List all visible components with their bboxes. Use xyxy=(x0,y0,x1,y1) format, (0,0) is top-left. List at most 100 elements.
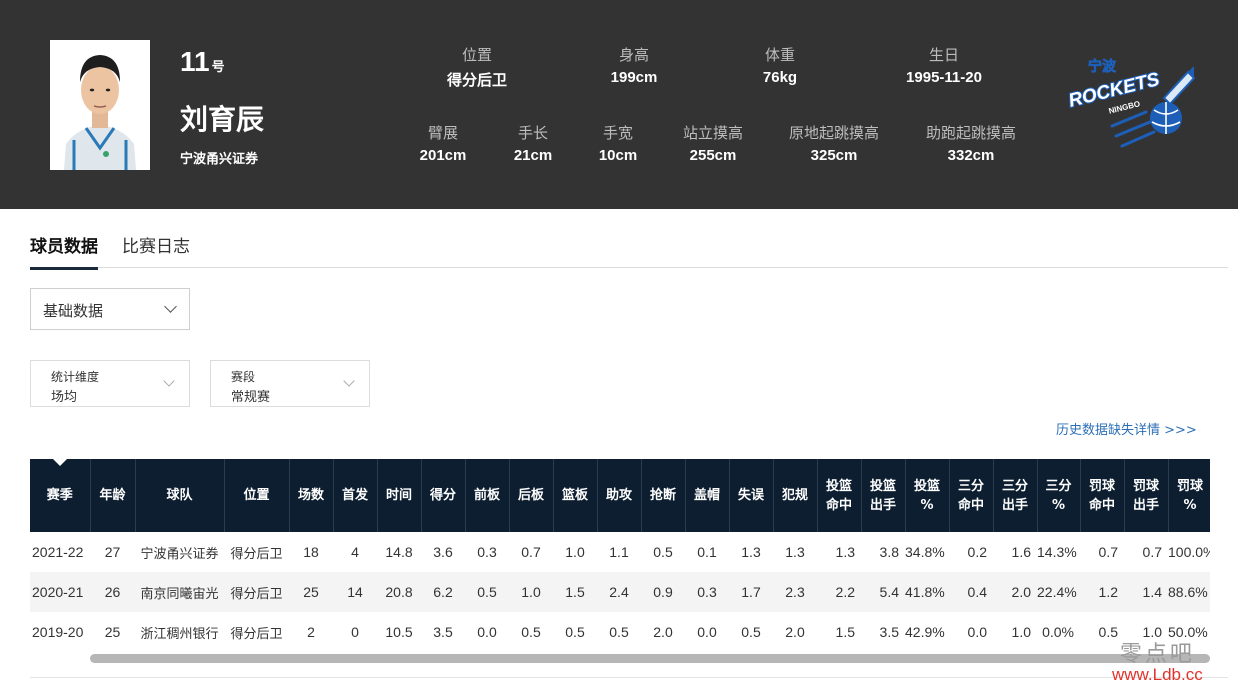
column-header[interactable]: 球队 xyxy=(135,459,225,532)
tab-player-stats[interactable]: 球员数据 xyxy=(30,232,98,270)
table-cell: 41.8% xyxy=(905,572,949,612)
table-cell: 0.5 xyxy=(553,612,597,652)
column-header[interactable]: 罚球 命中 xyxy=(1080,459,1125,532)
data-type-select[interactable]: 基础数据 xyxy=(30,288,190,330)
tab-game-log[interactable]: 比赛日志 xyxy=(122,237,190,257)
column-header[interactable]: 位置 xyxy=(224,459,290,532)
column-header-text: 盖帽 xyxy=(693,488,720,503)
column-header[interactable]: 时间 xyxy=(377,459,422,532)
stat-birthday: 生日 1995-11-20 xyxy=(906,44,982,86)
table-cell: 1.0 xyxy=(553,532,597,572)
column-header[interactable]: 罚球% xyxy=(1168,459,1210,532)
column-header-text: 年龄 xyxy=(99,488,126,503)
table-cell: 0.0 xyxy=(685,612,729,652)
table-cell: 14 xyxy=(333,572,377,612)
select-caption: 统计维度 xyxy=(51,370,100,384)
table-cell: 0.9 xyxy=(641,572,685,612)
table-cell: 3.5 xyxy=(421,612,465,652)
table-cell: 1.7 xyxy=(729,572,773,612)
table-cell: 2.0 xyxy=(993,572,1037,612)
table-row: 2021-22 27 宁波甬兴证券 得分后卫 18 4 14.8 3.6 0.3 0.7 1.0 1.… xyxy=(30,532,1210,572)
table-cell: 2 xyxy=(289,612,333,652)
column-header[interactable]: 场数 xyxy=(289,459,334,532)
jersey-number-value: 11 xyxy=(180,46,210,77)
column-header-text: 投篮 xyxy=(913,478,940,494)
player-photo xyxy=(50,40,150,170)
table-cell: 3.8 xyxy=(861,532,905,572)
table-cell: 2.3 xyxy=(773,572,817,612)
tab-bar: 球员数据 比赛日志 xyxy=(30,224,1228,270)
table-cell: 1.1 xyxy=(597,532,641,572)
history-data-link[interactable]: 历史数据缺失详情 >>> xyxy=(1056,423,1197,438)
table-cell: 0.0 xyxy=(465,612,509,652)
column-header-text: 得分 xyxy=(429,488,456,503)
stat-dimension-select[interactable]: 统计维度 场均 xyxy=(30,360,190,407)
stat-label: 原地起跳摸高 xyxy=(788,124,880,142)
stats-table-container: 赛季 年龄 球队 位置 场数 首发 时间 得分 前板 后板 篮板 助攻 抢断 盖帽 失误 犯规 投篮 命中 投篮 出手… xyxy=(30,459,1210,659)
table-header-row: 赛季 年龄 球队 位置 场数 首发 时间 得分 前板 后板 篮板 助攻 抢断 盖帽 失误 犯规 投篮 命中 投篮 出手… xyxy=(30,459,1210,532)
column-header-text: 命中 xyxy=(825,497,852,513)
column-header-text: 时间 xyxy=(385,488,412,503)
table-cell: 25 xyxy=(289,572,333,612)
table-cell: 1.0 xyxy=(993,612,1037,652)
chevron-down-icon xyxy=(163,375,175,387)
stat-value: 255cm xyxy=(689,147,737,164)
column-header[interactable]: 年龄 xyxy=(90,459,136,532)
stat-value: 76kg xyxy=(762,69,798,86)
scrollbar-thumb[interactable] xyxy=(90,654,1210,663)
watermark: 零点吧 www.Ldb.cc xyxy=(1112,636,1203,685)
table-row: 2020-21 26 南京同曦宙光 得分后卫 25 14 20.8 6.2 0.5 1.0 1.5 2… xyxy=(30,572,1210,612)
table-cell: 2.0 xyxy=(641,612,685,652)
column-header[interactable]: 失误 xyxy=(729,459,774,532)
table-cell: 1.2 xyxy=(1080,572,1124,612)
column-header-text: 出手 xyxy=(1001,497,1028,513)
table-cell: 1.6 xyxy=(993,532,1037,572)
table-cell: 2020-21 xyxy=(30,572,90,612)
column-header[interactable]: 前板 xyxy=(465,459,510,532)
table-cell: 2.4 xyxy=(597,572,641,612)
column-header[interactable]: 篮板 xyxy=(553,459,598,532)
table-cell: 0.7 xyxy=(1124,532,1168,572)
column-header-text: 助攻 xyxy=(605,488,632,503)
column-header[interactable]: 三分% xyxy=(1037,459,1081,532)
table-cell: 2.0 xyxy=(773,612,817,652)
column-header[interactable]: 罚球 出手 xyxy=(1124,459,1169,532)
chevron-down-icon xyxy=(343,375,355,387)
column-header[interactable]: 投篮% xyxy=(905,459,950,532)
stat-value: 1995-11-20 xyxy=(906,69,982,86)
stat-value: 得分后卫 xyxy=(446,72,508,89)
column-header-text: 罚球 xyxy=(1088,478,1115,494)
column-header-text: 出手 xyxy=(1132,497,1159,513)
table-cell: 0.7 xyxy=(1080,532,1124,572)
column-header-text: 投篮 xyxy=(825,478,852,494)
jersey-number: 11 号 xyxy=(180,46,225,78)
column-header[interactable]: 得分 xyxy=(421,459,466,532)
table-cell: 浙江稠州银行 xyxy=(135,612,224,652)
table-cell: 14.8 xyxy=(377,532,421,572)
column-header[interactable]: 抢断 xyxy=(641,459,686,532)
table-cell: 88.6% xyxy=(1168,572,1210,612)
table-row: 2019-20 25 浙江稠州银行 得分后卫 2 0 10.5 3.5 0.0 0.5 0.5 0.5… xyxy=(30,612,1210,652)
watermark-text: 零点吧 xyxy=(1119,642,1195,667)
column-header[interactable]: 助攻 xyxy=(597,459,642,532)
column-header[interactable]: 首发 xyxy=(333,459,378,532)
table-cell: 0.1 xyxy=(685,532,729,572)
table-cell: 2021-22 xyxy=(30,532,90,572)
season-phase-select[interactable]: 赛段 常规赛 xyxy=(210,360,370,407)
column-header-text: 三分 xyxy=(1001,478,1028,494)
table-cell: 0.3 xyxy=(685,572,729,612)
column-header[interactable]: 三分 出手 xyxy=(993,459,1038,532)
column-header-text: 命中 xyxy=(957,497,984,513)
horizontal-scrollbar[interactable] xyxy=(90,654,1210,663)
column-header[interactable]: 赛季 xyxy=(30,459,91,532)
column-header-text: 后板 xyxy=(517,488,544,503)
column-header[interactable]: 犯规 xyxy=(773,459,818,532)
table-cell: 0.0% xyxy=(1037,612,1080,652)
column-header[interactable]: 投篮 命中 xyxy=(817,459,862,532)
column-header[interactable]: 后板 xyxy=(509,459,554,532)
select-caption: 赛段 xyxy=(231,370,256,384)
column-header[interactable]: 投篮 出手 xyxy=(861,459,906,532)
column-header[interactable]: 三分 命中 xyxy=(949,459,994,532)
column-header[interactable]: 盖帽 xyxy=(685,459,730,532)
column-header-text: 前板 xyxy=(473,488,500,503)
